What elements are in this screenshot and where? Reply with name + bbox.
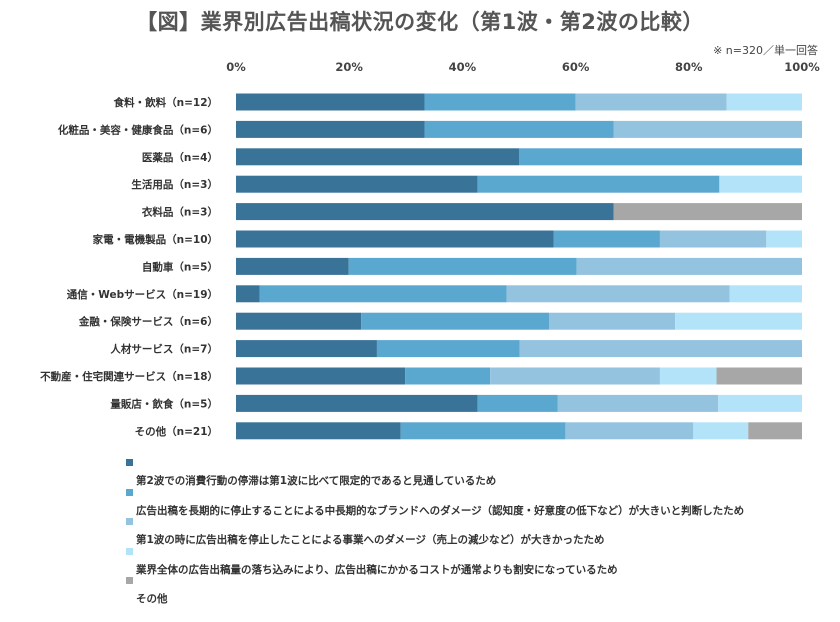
bar-segment — [557, 394, 719, 412]
bar-segment — [236, 230, 554, 248]
category-label: 食料・飲料（n=12） — [113, 96, 218, 109]
bar-segment — [766, 230, 802, 248]
legend-label: 第1波の時に広告出稿を停止したことによる事業へのダメージ（売上の減少など）が大き… — [136, 534, 605, 546]
bar-segment — [348, 257, 577, 275]
x-tick-label: 80% — [675, 60, 703, 74]
legend-swatch — [126, 518, 133, 525]
category-label: 人材サービス（n=7） — [110, 343, 218, 356]
bar-segment — [424, 120, 614, 138]
bar-segment — [236, 203, 614, 221]
bar-segment — [718, 394, 802, 412]
bar-segment — [748, 422, 802, 440]
category-label: 通信・Webサービス（n=19） — [67, 288, 218, 301]
category-label: 生活用品（n=3） — [131, 178, 218, 191]
category-label: 不動産・住宅関連サービス（n=18） — [40, 370, 218, 383]
legend-label: その他 — [136, 593, 168, 605]
sample-note: ※ n=320／単一回答 — [713, 44, 818, 57]
x-tick-label: 100% — [784, 60, 820, 74]
bar-segment — [575, 93, 727, 111]
category-label: 化粧品・美容・健康食品（n=6） — [58, 123, 218, 136]
bar-segment — [716, 367, 802, 385]
bar-segment — [424, 93, 576, 111]
x-tick-label: 60% — [562, 60, 590, 74]
bar-segment — [400, 422, 566, 440]
bar-segment — [236, 285, 260, 303]
bar-segment — [236, 93, 425, 111]
legend-swatch — [126, 577, 133, 584]
bar-segment — [506, 285, 730, 303]
bar-segment — [477, 394, 558, 412]
category-label: 自動車（n=5） — [142, 260, 218, 273]
bar-segment — [675, 312, 802, 330]
stacked-bar-chart: 0% 20% 40% 60% 80% 100% 食料・飲料（n=12） 化粧品・美容・健康食品… — [40, 60, 820, 440]
bar-segment — [613, 203, 802, 221]
category-label: 金融・保険サービス（n=6） — [78, 315, 218, 328]
chart-title: 【図】業界別広告出稿状況の変化（第1波・第2波の比較） — [136, 10, 704, 34]
bar-segment — [236, 257, 349, 275]
bar-segment — [613, 120, 802, 138]
bar-segment — [477, 175, 720, 193]
bar-segment — [236, 120, 425, 138]
category-label: 医薬品（n=4） — [142, 151, 218, 164]
bar-segment — [519, 340, 802, 358]
category-label: 衣料品（n=3） — [142, 206, 218, 219]
x-tick-label: 20% — [335, 60, 363, 74]
legend-label: 広告出稿を長期的に停止することによる中長期的なブランドへのダメージ（認知度・好意… — [136, 504, 745, 517]
legend-swatch — [126, 459, 133, 466]
bar-segment — [490, 367, 660, 385]
bar-segment — [553, 230, 660, 248]
bar-segment — [548, 312, 676, 330]
bar-segment — [236, 312, 362, 330]
category-label: 量販店・飲食（n=5） — [110, 397, 218, 410]
legend-label: 第2波での消費行動の停滞は第1波に比べて限定的であると見通しているため — [136, 475, 497, 487]
bar-segment — [405, 367, 491, 385]
bar-segment — [361, 312, 549, 330]
bar-segment — [376, 340, 520, 358]
bar-segment — [259, 285, 507, 303]
bar-segment — [236, 394, 478, 412]
bar-segment — [576, 257, 802, 275]
legend-label: 業界全体の広告出稿量の落ち込みにより、広告出稿にかかるコストが通常よりも割安にな… — [136, 563, 618, 576]
bar-segment — [719, 175, 802, 193]
x-tick-label: 0% — [226, 60, 246, 74]
bar-segment — [726, 93, 802, 111]
bar-segment — [236, 422, 401, 440]
bar-segment — [519, 148, 802, 166]
bar-segment — [236, 175, 478, 193]
legend-swatch — [126, 488, 133, 496]
bar-segment — [659, 230, 767, 248]
bar-segment — [236, 340, 377, 358]
x-tick-label: 40% — [449, 60, 477, 74]
legend-swatch — [126, 547, 133, 555]
bar-segment — [565, 422, 694, 440]
bar-segment — [236, 367, 406, 385]
category-label: その他（n=21） — [135, 425, 218, 438]
bar-segment — [693, 422, 749, 440]
category-label: 家電・電機製品（n=10） — [93, 233, 218, 246]
bar-segment — [659, 367, 717, 385]
bar-segment — [236, 148, 519, 166]
bar-segment — [729, 285, 802, 303]
